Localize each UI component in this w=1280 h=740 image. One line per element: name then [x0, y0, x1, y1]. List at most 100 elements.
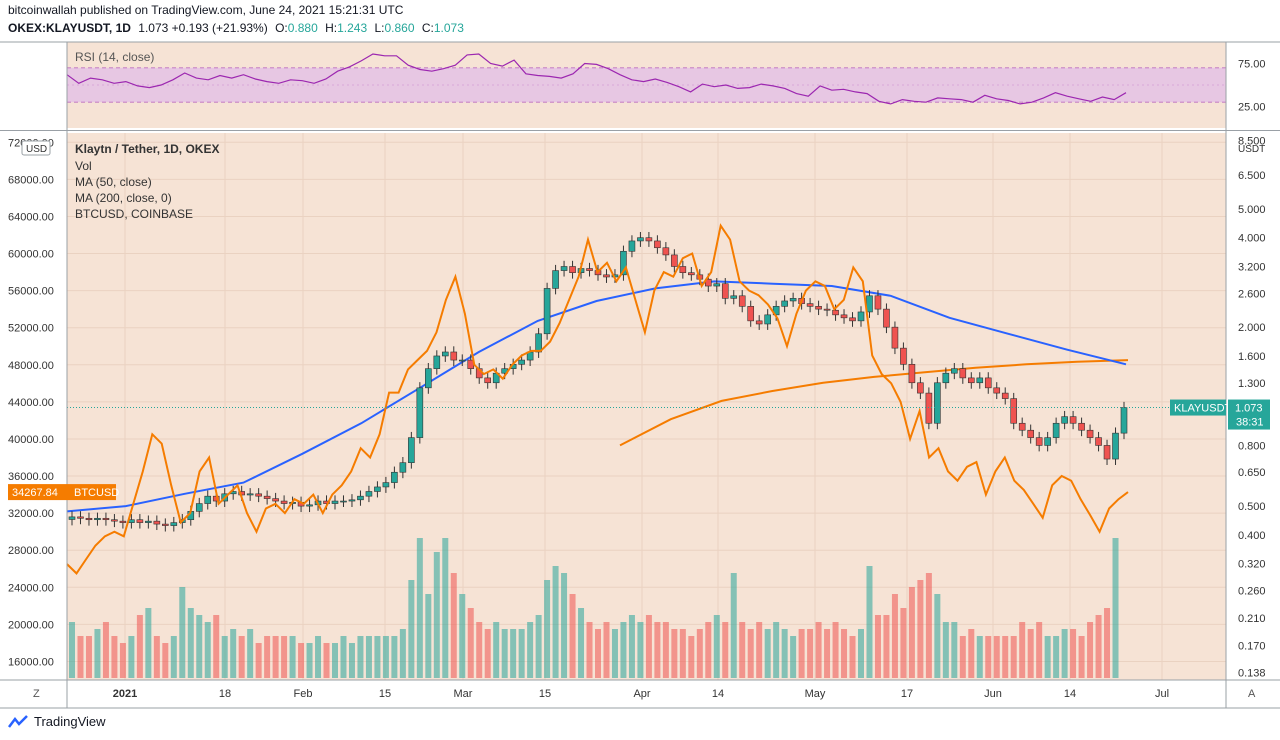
volume-bar: [1036, 622, 1043, 678]
volume-bar: [645, 615, 652, 678]
candle-body: [535, 333, 542, 353]
candle-body: [272, 498, 279, 502]
volume-bar: [102, 622, 109, 678]
candle-body: [374, 486, 381, 492]
volume-bar: [527, 622, 534, 678]
candle-body: [543, 288, 551, 335]
volume-bar: [1027, 629, 1034, 678]
right-axis-tick: 2.000: [1238, 322, 1266, 334]
candle-body: [959, 368, 967, 379]
candle-body: [111, 519, 118, 522]
legend-btc: BTCUSD, COINBASE: [75, 207, 193, 221]
right-axis-tick: 6.500: [1238, 170, 1266, 182]
legend-ma50: MA (50, close): [75, 175, 152, 189]
x-axis-tick: 15: [539, 688, 551, 700]
candle-body: [789, 298, 797, 302]
volume-bar: [213, 615, 220, 678]
candle-body: [891, 326, 899, 349]
volume-bar: [111, 636, 118, 678]
candle-body: [1044, 437, 1051, 446]
candle-body: [823, 308, 831, 311]
volume-bar: [315, 636, 322, 678]
volume-bar: [620, 622, 627, 678]
candle-body: [518, 359, 525, 365]
btc-price-name: BTCUSD: [74, 487, 119, 499]
volume-bar: [968, 629, 975, 678]
left-axis-tick: 28000.00: [8, 545, 54, 557]
candle-body: [755, 320, 763, 325]
candle-body: [874, 295, 882, 310]
volume-bar: [136, 615, 143, 678]
volume-bar: [662, 622, 669, 678]
candle-body: [306, 504, 313, 507]
candle-body: [1120, 407, 1128, 434]
klay-price-value: 1.073: [1235, 403, 1263, 415]
candle-body: [441, 351, 449, 357]
volume-bar: [510, 629, 517, 678]
candle-body: [951, 368, 958, 374]
volume-bar: [798, 629, 805, 678]
volume-bar: [289, 636, 296, 678]
currency-right: USDT: [1238, 144, 1265, 155]
candle-body: [764, 314, 771, 325]
x-axis-tick: 2021: [113, 688, 137, 700]
right-axis-tick: 0.170: [1238, 640, 1266, 652]
candle-body: [917, 382, 924, 394]
candle-body: [984, 377, 992, 389]
left-axis-tick: 24000.00: [8, 582, 54, 594]
volume-bar: [866, 566, 873, 678]
volume-bar: [348, 643, 355, 678]
volume-bar: [187, 608, 194, 678]
volume-bar: [128, 636, 135, 678]
volume-bar: [255, 643, 262, 678]
volume-bar: [433, 552, 440, 678]
candle-body: [1027, 429, 1034, 438]
candle-body: [145, 520, 152, 523]
candle-body: [1052, 422, 1060, 438]
volume-bar: [959, 636, 966, 678]
btc-price-tag: [8, 484, 116, 501]
left-axis-tick: 40000.00: [8, 434, 54, 446]
volume-bar: [611, 629, 618, 678]
right-axis-tick: 0.500: [1238, 501, 1266, 513]
candle-body: [620, 250, 627, 276]
volume-bars: [69, 538, 1119, 678]
volume-bar: [1010, 636, 1017, 678]
volume-bar: [569, 594, 576, 678]
volume-bar: [595, 629, 601, 678]
volume-bar: [603, 622, 610, 678]
candle-body: [569, 266, 576, 273]
candle-body: [857, 311, 865, 322]
volume-bar: [561, 573, 568, 678]
candle-body: [934, 382, 941, 424]
volume-bar: [654, 622, 661, 678]
volume-bar: [365, 636, 372, 678]
volume-bar: [1112, 538, 1119, 678]
right-axis-tick: 3.200: [1238, 261, 1266, 273]
volume-bar: [951, 622, 958, 678]
volume-bar: [153, 636, 160, 678]
candle-body: [246, 493, 254, 496]
volume-bar: [1095, 615, 1102, 678]
candle-body: [408, 437, 415, 463]
x-axis-tick: 17: [901, 688, 913, 700]
right-axis-tick: 0.320: [1238, 559, 1266, 571]
candle-body: [849, 317, 856, 322]
candle-body: [458, 359, 466, 362]
volume-bar: [832, 622, 839, 678]
candle-body: [102, 517, 110, 521]
volume-bar: [399, 629, 406, 678]
left-axis-tick: 56000.00: [8, 286, 54, 298]
tradingview-brand: TradingView: [8, 714, 106, 729]
right-axis-tick: 8.500: [1238, 135, 1266, 147]
candle-body: [255, 493, 262, 497]
rsi-label: RSI (14, close): [75, 50, 154, 64]
high-value: 1.243: [337, 21, 368, 35]
candle-body: [925, 392, 933, 424]
symbol-ohlc-line: OKEX:KLAYUSDT, 1D 1.073 +0.193 (+21.93%)…: [8, 21, 464, 35]
volume-bar: [934, 594, 941, 678]
volume-bar: [1002, 636, 1009, 678]
time-axis-bg: [0, 680, 1280, 708]
x-axis-tick: 14: [712, 688, 724, 700]
